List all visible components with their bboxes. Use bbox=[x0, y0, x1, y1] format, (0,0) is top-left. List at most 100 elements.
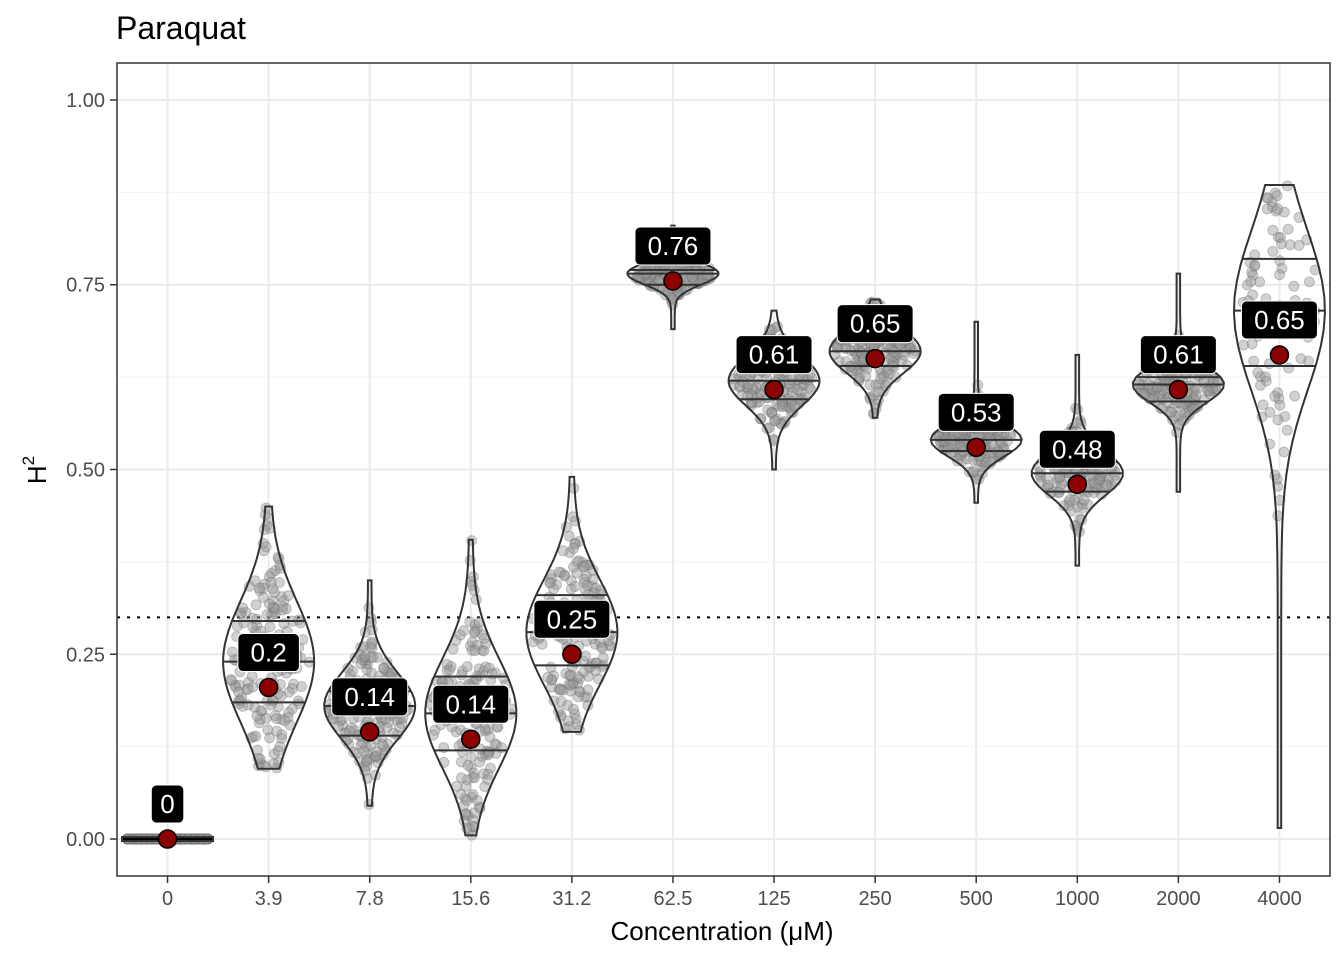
x-tick-label: 1000 bbox=[1055, 888, 1100, 910]
jitter-point bbox=[583, 670, 594, 682]
mean-label: 0.61 bbox=[749, 340, 800, 370]
jitter-point bbox=[371, 746, 382, 758]
mean-point bbox=[157, 829, 178, 849]
jitter-point bbox=[870, 379, 882, 391]
jitter-point bbox=[1261, 203, 1273, 215]
jitter-point bbox=[1166, 403, 1178, 415]
jitter-point bbox=[1274, 399, 1286, 411]
jitter-point bbox=[890, 371, 902, 383]
jitter-point bbox=[282, 590, 294, 602]
jitter-point bbox=[558, 570, 570, 582]
jitter-point bbox=[471, 795, 483, 806]
jitter-point bbox=[581, 570, 592, 582]
jitter-point bbox=[873, 379, 885, 390]
jitter-point bbox=[1186, 397, 1198, 409]
jitter-point bbox=[364, 753, 376, 765]
jitter-point bbox=[241, 684, 252, 696]
jitter-point bbox=[468, 772, 480, 784]
jitter-point bbox=[1249, 259, 1261, 271]
jitter-point bbox=[1303, 276, 1315, 288]
y-tick-label: 0.50 bbox=[66, 460, 105, 482]
jitter-point bbox=[1092, 479, 1104, 491]
jitter-point bbox=[578, 573, 590, 585]
jitter-point bbox=[546, 573, 557, 585]
jitter-point bbox=[1089, 478, 1101, 490]
jitter-point bbox=[250, 599, 262, 611]
jitter-point bbox=[783, 401, 795, 412]
jitter-point bbox=[267, 583, 279, 595]
jitter-point bbox=[1247, 289, 1259, 301]
jitter-point bbox=[277, 604, 289, 616]
jitter-point bbox=[467, 813, 478, 825]
jitter-point bbox=[1051, 476, 1063, 488]
jitter-point bbox=[358, 652, 370, 664]
jitter-point bbox=[572, 691, 584, 703]
jitter-point bbox=[1293, 239, 1305, 251]
violin-1000 bbox=[1030, 353, 1124, 567]
jitter-point bbox=[1272, 203, 1284, 215]
jitter-point bbox=[255, 705, 267, 717]
mean-label: 0 bbox=[160, 789, 174, 819]
jitter-point bbox=[259, 578, 271, 590]
jitter-point bbox=[254, 585, 266, 596]
mean-label: 0.14 bbox=[445, 689, 496, 719]
jitter-point bbox=[458, 625, 469, 637]
x-tick-label: 31.2 bbox=[552, 888, 591, 910]
jitter-point bbox=[1257, 399, 1269, 411]
jitter-point bbox=[1249, 260, 1261, 272]
jitter-point bbox=[934, 435, 946, 447]
jitter-point bbox=[795, 387, 807, 399]
mean-label-box bbox=[237, 633, 300, 673]
jitter-point bbox=[360, 657, 372, 669]
jitter-point bbox=[480, 725, 492, 737]
jitter-point bbox=[565, 583, 577, 595]
jitter-point bbox=[461, 774, 473, 786]
jitter-point bbox=[264, 732, 276, 744]
jitter-point bbox=[1267, 201, 1278, 213]
jitter-point bbox=[358, 745, 370, 757]
jitter-point bbox=[444, 664, 456, 676]
jitter-point bbox=[796, 392, 808, 404]
jitter-point bbox=[569, 537, 581, 549]
jitter-point bbox=[1042, 479, 1054, 491]
jitter-point bbox=[891, 349, 903, 361]
jitter-point bbox=[278, 595, 290, 607]
y-tick-label: 0.00 bbox=[66, 829, 105, 851]
jitter-point bbox=[881, 376, 893, 388]
jitter-point bbox=[596, 641, 608, 653]
jitter-point bbox=[1076, 502, 1088, 514]
jitter-point bbox=[274, 741, 286, 753]
mean-label-box bbox=[150, 784, 185, 824]
jitter-point bbox=[482, 773, 494, 785]
jitter-point bbox=[260, 761, 272, 773]
jitter-point bbox=[1153, 389, 1165, 401]
x-tick-label: 2000 bbox=[1156, 888, 1201, 910]
jitter-point bbox=[394, 721, 405, 733]
jitter-point bbox=[570, 718, 582, 730]
jitter-point bbox=[557, 684, 569, 696]
jitter-point bbox=[766, 406, 777, 418]
jitter-point bbox=[860, 370, 872, 382]
jitter-point bbox=[276, 732, 288, 744]
jitter-point bbox=[1208, 385, 1219, 397]
jitter-point bbox=[568, 542, 580, 554]
jitter-point bbox=[853, 375, 865, 387]
jitter-point bbox=[261, 609, 273, 621]
violin-2000 bbox=[1131, 272, 1225, 493]
jitter-point bbox=[455, 756, 467, 768]
violin-62.5 bbox=[626, 224, 720, 331]
jitter-point bbox=[1262, 192, 1274, 204]
jitter-point bbox=[548, 583, 560, 595]
jitter-point bbox=[587, 573, 599, 585]
jitter-point bbox=[976, 456, 987, 468]
jitter-point bbox=[267, 595, 279, 607]
jitter-point bbox=[466, 791, 478, 803]
jitter-point bbox=[961, 453, 973, 465]
jitter-point bbox=[563, 678, 575, 690]
jitter-point bbox=[484, 731, 496, 743]
mean-point bbox=[1067, 474, 1088, 495]
jitter-point bbox=[872, 386, 884, 398]
jitter-point bbox=[1148, 392, 1160, 404]
jitter-point bbox=[742, 379, 754, 391]
jitter-point bbox=[1071, 501, 1083, 513]
